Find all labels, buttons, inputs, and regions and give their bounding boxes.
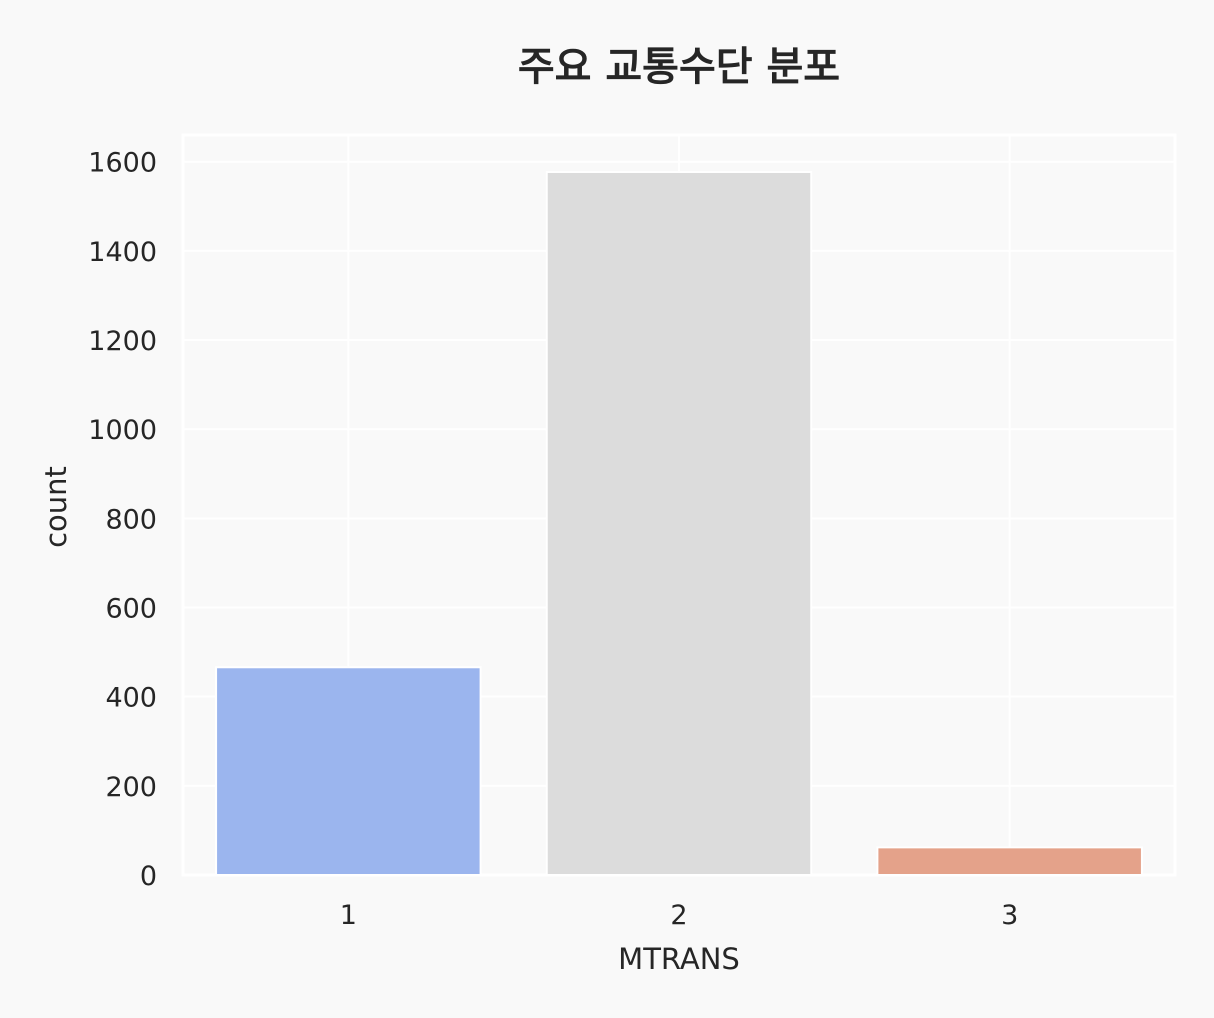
y-tick-label: 800 <box>105 504 157 535</box>
x-axis-ticks: 1 2 3 <box>340 900 1019 931</box>
bar-1 <box>215 666 482 877</box>
y-tick-label: 600 <box>105 594 157 625</box>
y-tick-label: 0 <box>140 861 157 892</box>
y-tick-label: 1200 <box>88 326 157 357</box>
x-tick-label: 2 <box>670 900 687 931</box>
y-tick-label: 1600 <box>88 148 157 179</box>
bars <box>215 171 1143 877</box>
chart-title: 주요 교통수단 분포 <box>518 44 840 90</box>
x-tick-label: 1 <box>340 900 357 931</box>
y-tick-label: 1000 <box>88 415 157 446</box>
y-axis-label: count <box>39 466 73 548</box>
y-axis-ticks: 0 200 400 600 800 1000 1200 1400 1600 <box>88 148 157 892</box>
x-tick-label: 3 <box>1001 900 1018 931</box>
x-axis-label: MTRANS <box>618 942 740 976</box>
y-tick-label: 1400 <box>88 237 157 268</box>
bar-2 <box>545 171 813 876</box>
y-tick-label: 400 <box>105 683 157 714</box>
bar-3 <box>876 846 1143 877</box>
y-tick-label: 200 <box>105 772 157 803</box>
